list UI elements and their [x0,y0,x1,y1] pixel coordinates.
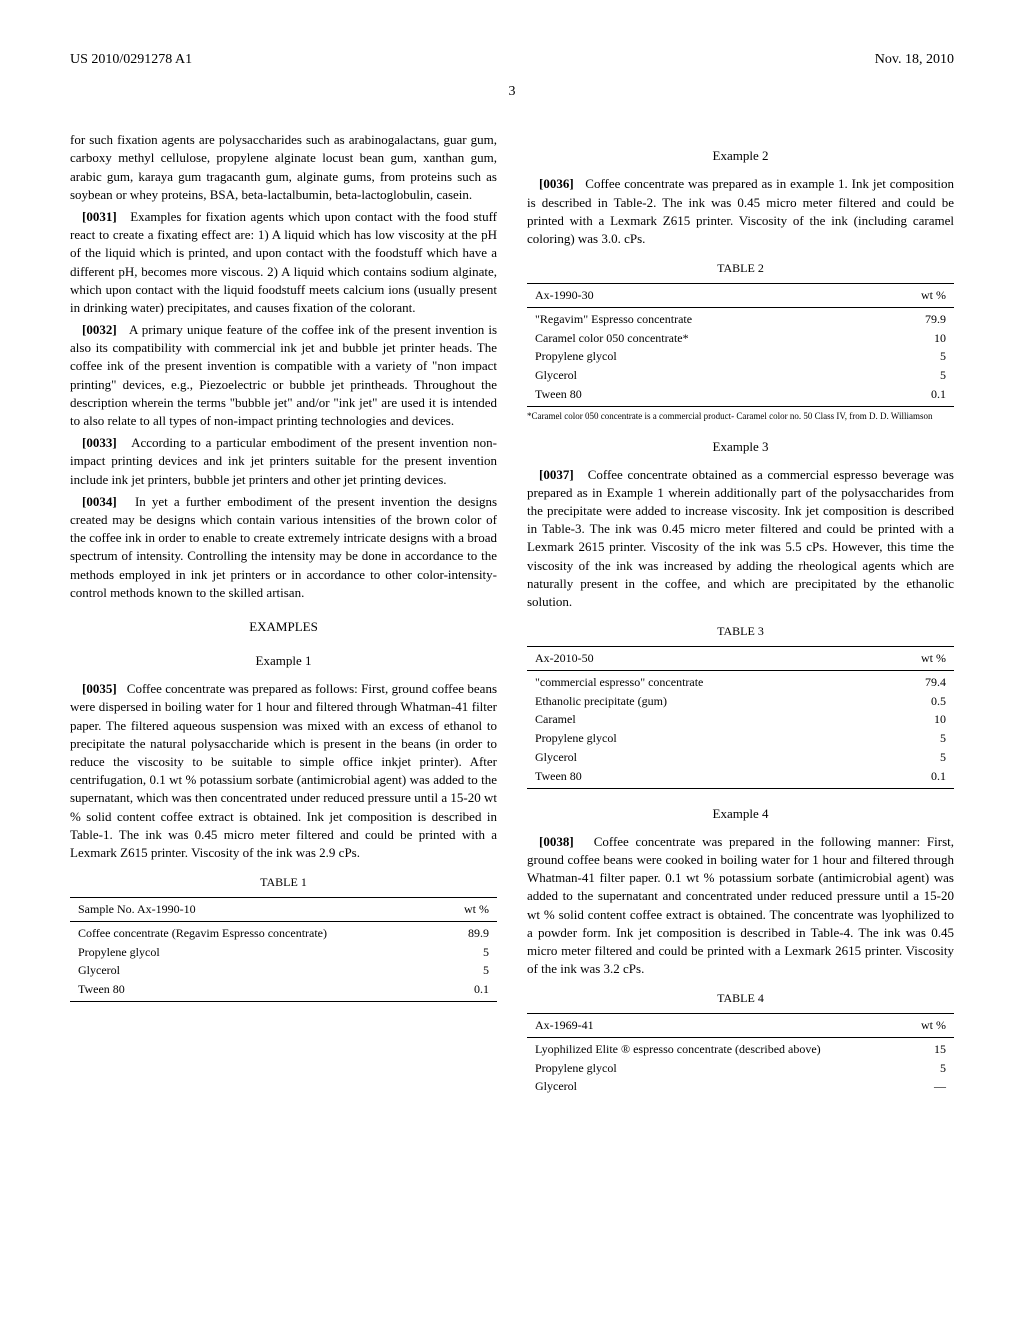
para-37-text: Coffee concentrate obtained as a commerc… [527,467,954,609]
para-num-33: [0033] [82,435,117,450]
example-3-heading: Example 3 [527,438,954,456]
publication-number: US 2010/0291278 A1 [70,50,192,70]
table-cell: Propylene glycol [527,729,876,748]
table-3-hdr-0: Ax-2010-50 [527,646,876,670]
table-4: Ax-1969-41 wt % Lyophilized Elite ® espr… [527,1013,954,1096]
table-cell: Tween 80 [527,385,872,406]
content-columns: for such fixation agents are polysacchar… [70,131,954,1108]
page-header: US 2010/0291278 A1 Nov. 18, 2010 [70,50,954,70]
table-cell: 0.1 [872,385,954,406]
table-cell: 5 [440,943,497,962]
para-34-text: In yet a further embodiment of the prese… [70,494,497,600]
table-cell: Coffee concentrate (Regavim Espresso con… [70,921,440,942]
table-cell: Glycerol [527,1077,903,1096]
table-cell: "commercial espresso" concentrate [527,670,876,691]
table-2-hdr-0: Ax-1990-30 [527,283,872,307]
para-num-37: [0037] [539,467,574,482]
table-cell: 89.9 [440,921,497,942]
para-num-36: [0036] [539,176,574,191]
para-num-38: [0038] [539,834,574,849]
table-cell: 10 [876,710,954,729]
right-column: Example 2 [0036] Coffee concentrate was … [527,131,954,1108]
table-1-label: TABLE 1 [70,874,497,891]
table-1-hdr-0: Sample No. Ax-1990-10 [70,897,440,921]
table-1-hdr-1: wt % [440,897,497,921]
table-cell: — [903,1077,954,1096]
table-2-footnote: *Caramel color 050 concentrate is a comm… [527,411,954,422]
para-31-text: Examples for fixation agents which upon … [70,209,497,315]
para-36-text: Coffee concentrate was prepared as in ex… [527,176,954,246]
paragraph-33: [0033] According to a particular embodim… [70,434,497,489]
table-cell: 0.1 [440,980,497,1001]
page-number: 3 [70,82,954,102]
para-35-text: Coffee concentrate was prepared as follo… [70,681,497,860]
table-cell: 0.1 [876,767,954,788]
example-1-heading: Example 1 [70,652,497,670]
table-cell: "Regavim" Espresso concentrate [527,307,872,328]
table-cell: Caramel color 050 concentrate* [527,329,872,348]
para-num-34: [0034] [82,494,117,509]
table-cell: Lyophilized Elite ® espresso concentrate… [527,1037,903,1058]
publication-date: Nov. 18, 2010 [875,50,954,70]
table-cell: 5 [872,347,954,366]
paragraph-36: [0036] Coffee concentrate was prepared a… [527,175,954,248]
table-cell: Glycerol [70,961,440,980]
para-33-text: According to a particular embodiment of … [70,435,497,486]
table-cell: 10 [872,329,954,348]
table-1: Sample No. Ax-1990-10 wt % Coffee concen… [70,897,497,1002]
paragraph-35: [0035] Coffee concentrate was prepared a… [70,680,497,862]
example-2-heading: Example 2 [527,147,954,165]
table-2: Ax-1990-30 wt % "Regavim" Espresso conce… [527,283,954,407]
paragraph-32: [0032] A primary unique feature of the c… [70,321,497,430]
table-2-label: TABLE 2 [527,260,954,277]
table-4-label: TABLE 4 [527,990,954,1007]
left-column: for such fixation agents are polysacchar… [70,131,497,1108]
table-4-hdr-0: Ax-1969-41 [527,1014,903,1038]
table-cell: Tween 80 [527,767,876,788]
table-cell: Glycerol [527,366,872,385]
table-cell: 5 [903,1059,954,1078]
table-2-hdr-1: wt % [872,283,954,307]
examples-heading: EXAMPLES [70,618,497,636]
para-num-31: [0031] [82,209,117,224]
table-cell: 79.9 [872,307,954,328]
table-cell: Caramel [527,710,876,729]
table-cell: 5 [876,748,954,767]
table-3-hdr-1: wt % [876,646,954,670]
table-cell: 15 [903,1037,954,1058]
para-num-35: [0035] [82,681,117,696]
paragraph-37: [0037] Coffee concentrate obtained as a … [527,466,954,612]
example-4-heading: Example 4 [527,805,954,823]
table-cell: 5 [872,366,954,385]
table-cell: Glycerol [527,748,876,767]
table-cell: Propylene glycol [527,347,872,366]
table-4-hdr-1: wt % [903,1014,954,1038]
table-cell: Propylene glycol [527,1059,903,1078]
table-3-label: TABLE 3 [527,623,954,640]
table-cell: 0.5 [876,692,954,711]
table-cell: 5 [876,729,954,748]
paragraph-30-cont: for such fixation agents are polysacchar… [70,131,497,204]
paragraph-38: [0038] Coffee concentrate was prepared i… [527,833,954,979]
table-cell: Tween 80 [70,980,440,1001]
paragraph-31: [0031] Examples for fixation agents whic… [70,208,497,317]
para-38-text: Coffee concentrate was prepared in the f… [527,834,954,976]
table-cell: 79.4 [876,670,954,691]
table-cell: Propylene glycol [70,943,440,962]
paragraph-34: [0034] In yet a further embodiment of th… [70,493,497,602]
para-num-32: [0032] [82,322,117,337]
table-3: Ax-2010-50 wt % "commercial espresso" co… [527,646,954,789]
para-32-text: A primary unique feature of the coffee i… [70,322,497,428]
table-cell: Ethanolic precipitate (gum) [527,692,876,711]
table-cell: 5 [440,961,497,980]
